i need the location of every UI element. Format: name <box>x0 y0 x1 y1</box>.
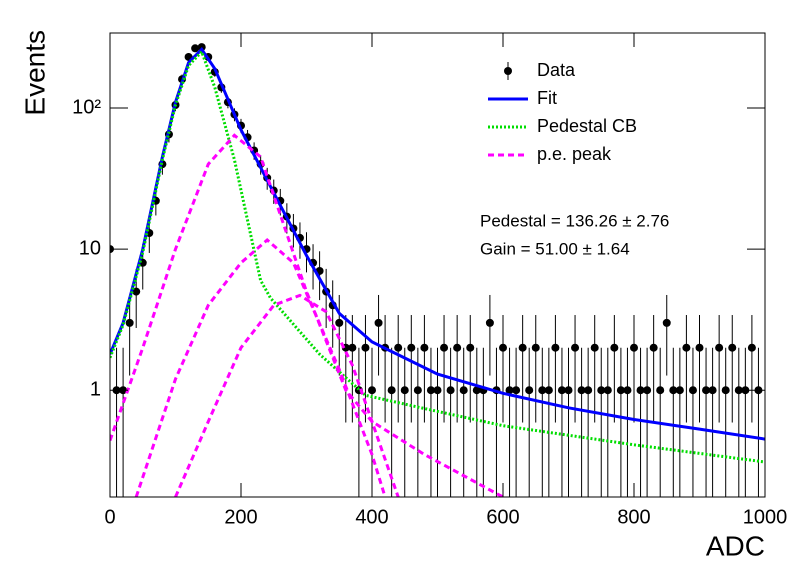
data-point <box>695 343 704 352</box>
data-point <box>702 386 711 395</box>
data-point <box>197 43 206 52</box>
data-point <box>453 343 462 352</box>
legend-label: Fit <box>537 88 557 108</box>
data-point <box>616 386 625 395</box>
data-point <box>420 343 429 352</box>
data-point <box>682 343 691 352</box>
y-tick-label: 1 <box>90 378 101 400</box>
data-point <box>446 386 455 395</box>
data-point <box>728 343 737 352</box>
data-point <box>505 386 514 395</box>
y-tick-label: 10 <box>79 237 101 259</box>
data-point <box>191 44 200 53</box>
data-point <box>466 343 475 352</box>
data-point <box>531 343 540 352</box>
data-point <box>610 343 619 352</box>
data-point <box>512 386 521 395</box>
data-point <box>459 386 468 395</box>
x-tick-label: 600 <box>486 506 519 528</box>
data-point <box>597 386 606 395</box>
x-axis-label: ADC <box>706 530 765 561</box>
legend-label: Data <box>537 60 576 80</box>
fit-curve <box>134 238 387 497</box>
data-point <box>433 386 442 395</box>
data-point <box>590 343 599 352</box>
x-tick-label: 200 <box>224 506 257 528</box>
y-axis-label: Events <box>19 30 50 116</box>
data-point <box>387 386 396 395</box>
data-point <box>649 343 658 352</box>
data-point <box>400 386 409 395</box>
data-point <box>630 343 638 352</box>
y-tick-label: 10² <box>72 96 101 118</box>
data-point <box>662 318 671 327</box>
data-point <box>623 386 632 395</box>
annotation: Gain = 51.00 ± 1.64 <box>480 239 630 258</box>
data-point <box>584 386 593 395</box>
data-point <box>485 318 494 327</box>
data-point <box>374 318 383 327</box>
data-point <box>413 386 422 395</box>
data-point <box>426 386 435 395</box>
data-point <box>715 343 724 352</box>
data-point <box>348 343 357 352</box>
fit-curve <box>110 49 765 464</box>
fit-curve <box>174 293 400 497</box>
data-point <box>643 386 652 395</box>
data-point <box>551 343 560 352</box>
data-point <box>125 318 134 327</box>
data-point <box>518 343 527 352</box>
data-point <box>440 343 449 352</box>
legend-label: p.e. peak <box>537 144 612 164</box>
x-tick-label: 1000 <box>743 506 788 528</box>
x-tick-label: 800 <box>617 506 650 528</box>
data-point <box>571 343 580 352</box>
data-point <box>747 343 756 352</box>
data-point <box>564 386 573 395</box>
data-point <box>394 343 403 352</box>
annotation: Pedestal = 136.26 ± 2.76 <box>480 211 669 230</box>
data-point <box>335 318 344 327</box>
data-point <box>656 386 665 395</box>
data-point <box>472 386 481 395</box>
data-point <box>636 386 645 395</box>
x-tick-label: 400 <box>355 506 388 528</box>
data-point <box>538 386 547 395</box>
legend-marker <box>504 67 512 75</box>
data-point <box>557 386 566 395</box>
data-point <box>499 343 507 352</box>
data-point <box>544 386 553 395</box>
data-point <box>669 386 678 395</box>
data-point <box>525 386 534 395</box>
data-point <box>734 386 743 395</box>
data-point <box>675 386 684 395</box>
data-point <box>741 386 750 395</box>
legend-label: Pedestal CB <box>537 116 637 136</box>
data-point <box>688 386 697 395</box>
x-tick-label: 0 <box>104 506 115 528</box>
data-point <box>361 343 370 352</box>
data-point <box>708 386 717 395</box>
data-point <box>368 386 376 395</box>
data-point <box>721 386 730 395</box>
frame <box>109 32 766 498</box>
data-point <box>407 343 416 352</box>
plot-area <box>110 43 765 497</box>
data-point <box>577 386 586 395</box>
data-point <box>603 386 612 395</box>
